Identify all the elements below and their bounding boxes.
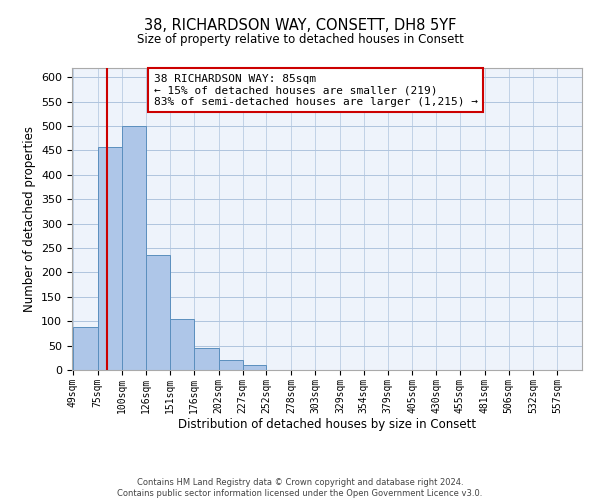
- Text: Size of property relative to detached houses in Consett: Size of property relative to detached ho…: [137, 32, 463, 46]
- Bar: [122, 126, 146, 370]
- Y-axis label: Number of detached properties: Number of detached properties: [23, 126, 35, 312]
- Bar: [219, 360, 242, 370]
- Text: 38 RICHARDSON WAY: 85sqm
← 15% of detached houses are smaller (219)
83% of semi-: 38 RICHARDSON WAY: 85sqm ← 15% of detach…: [154, 74, 478, 107]
- Bar: [146, 255, 170, 370]
- Bar: [98, 146, 122, 370]
- X-axis label: Distribution of detached houses by size in Consett: Distribution of detached houses by size …: [178, 418, 476, 432]
- Bar: [170, 319, 194, 370]
- Text: 38, RICHARDSON WAY, CONSETT, DH8 5YF: 38, RICHARDSON WAY, CONSETT, DH8 5YF: [144, 18, 456, 32]
- Bar: [73, 327, 98, 370]
- Text: Contains HM Land Registry data © Crown copyright and database right 2024.
Contai: Contains HM Land Registry data © Crown c…: [118, 478, 482, 498]
- Bar: [242, 365, 266, 370]
- Bar: [194, 348, 219, 370]
